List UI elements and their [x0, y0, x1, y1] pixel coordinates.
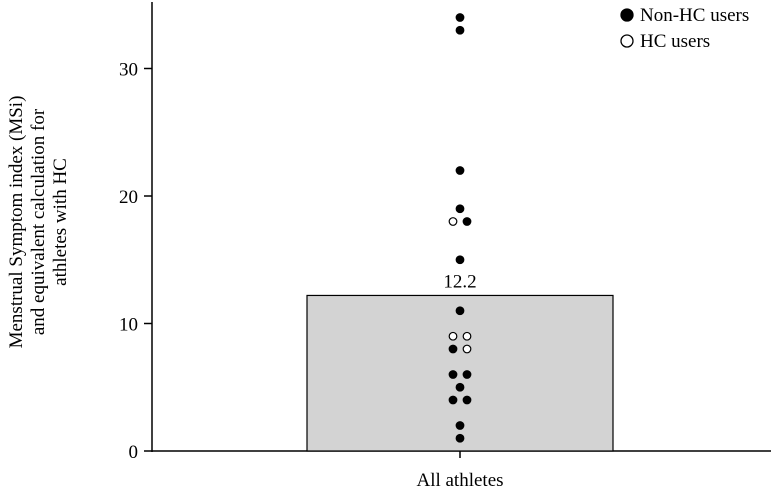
point-non-hc-5 — [455, 255, 465, 265]
point-non-hc-4 — [462, 217, 472, 226]
point-non-hc-13 — [455, 421, 465, 430]
point-non-hc-11 — [448, 395, 458, 405]
point-hc-3 — [462, 344, 472, 354]
y-tick-label-30: 30 — [119, 60, 138, 81]
y-tick-label-20: 20 — [119, 187, 138, 208]
point-hc-2 — [462, 331, 472, 341]
point-non-hc-2 — [455, 166, 465, 175]
bar-value-label-0: 12.2 — [443, 271, 476, 292]
point-hc-0 — [448, 217, 458, 226]
legend-marker-hc — [620, 34, 634, 48]
x-category-label: All athletes — [416, 470, 503, 489]
legend-marker-non-hc — [620, 8, 634, 22]
y-tick-label-10: 10 — [119, 315, 138, 336]
point-non-hc-12 — [462, 395, 472, 405]
legend: Non-HC users HC users — [620, 5, 749, 52]
point-non-hc-7 — [448, 344, 458, 354]
point-non-hc-6 — [455, 306, 465, 316]
legend-label-non-hc: Non-HC users — [640, 5, 749, 26]
legend-label-hc: HC users — [640, 31, 710, 52]
point-non-hc-1 — [455, 25, 465, 35]
y-ticks: 0 10 20 30 — [119, 60, 152, 463]
point-non-hc-9 — [462, 370, 472, 379]
point-non-hc-14 — [455, 433, 465, 443]
point-non-hc-0 — [455, 13, 465, 22]
point-non-hc-10 — [455, 382, 465, 392]
point-hc-1 — [448, 331, 458, 341]
data-points — [448, 13, 472, 443]
y-axis-label-line-3: athletes with HC — [50, 158, 71, 286]
y-axis-label: Menstrual Symptom index (MSi) and equiva… — [6, 96, 71, 349]
y-axis-label-line-2: and equivalent calculation for — [28, 108, 49, 335]
y-axis-label-line-1: Menstrual Symptom index (MSi) — [6, 96, 27, 349]
point-non-hc-3 — [455, 204, 465, 214]
point-non-hc-8 — [448, 370, 458, 379]
y-tick-label-0: 0 — [129, 442, 139, 463]
